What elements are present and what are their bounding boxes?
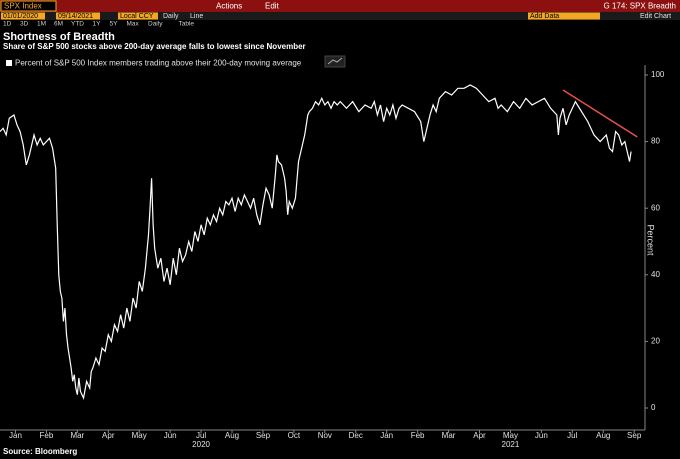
y-tick-label: 0 xyxy=(651,403,656,412)
chart-subtitle: Share of S&P 500 stocks above 200-day av… xyxy=(3,42,306,51)
actions-menu[interactable]: Actions xyxy=(216,2,242,11)
x-tick-label: Aug xyxy=(596,431,610,440)
ticker-box[interactable] xyxy=(0,0,57,12)
x-tick-label: May xyxy=(503,431,518,440)
trend-line xyxy=(562,89,638,138)
x-tick-label: Jun xyxy=(164,431,177,440)
x-tick-label: Nov xyxy=(318,431,332,440)
y-tick-label: 20 xyxy=(651,337,660,346)
x-tick-label: Jul xyxy=(196,431,206,440)
x-tick-label: Apr xyxy=(102,431,115,440)
range-button[interactable]: YTD xyxy=(71,21,84,28)
x-tick-label: Jul xyxy=(567,431,577,440)
range-button[interactable]: 1M xyxy=(37,21,46,28)
series-line xyxy=(0,84,632,400)
x-tick-label: Apr xyxy=(473,431,486,440)
style[interactable]: Line xyxy=(190,13,203,20)
range-button[interactable]: Max xyxy=(127,21,140,28)
currency: Local CCY xyxy=(120,13,154,20)
y-axis-label: Percent xyxy=(646,224,656,256)
x-tick-label: Aug xyxy=(225,431,239,440)
chart-title: Shortness of Breadth xyxy=(3,31,115,43)
range-button[interactable]: 1Y xyxy=(93,21,102,28)
y-tick-label: 60 xyxy=(651,203,660,212)
y-tick-label: 80 xyxy=(651,137,660,146)
end-date: 09/14/2021 xyxy=(58,13,93,20)
legend-swatch[interactable] xyxy=(6,60,12,66)
start-date: 01/01/2020 xyxy=(3,13,38,20)
x-tick-label: Oct xyxy=(288,431,301,440)
x-tick-label: Mar xyxy=(442,431,456,440)
year-label: 2020 xyxy=(192,440,210,449)
y-tick-label: 100 xyxy=(651,70,665,79)
end-date-box[interactable] xyxy=(56,12,100,20)
y-tick-label: 40 xyxy=(651,270,660,279)
source: Source: Bloomberg xyxy=(3,447,77,456)
range-button[interactable]: 1D xyxy=(3,21,12,28)
range-button[interactable]: 3D xyxy=(20,21,29,28)
x-tick-label: May xyxy=(132,431,147,440)
top-bar xyxy=(0,0,680,12)
x-tick-label: Sep xyxy=(256,431,271,440)
frequency[interactable]: Daily xyxy=(163,13,179,20)
page-name: G 174: SPX Breadth xyxy=(604,2,677,11)
x-tick-label: Sep xyxy=(627,431,642,440)
x-tick-label: Jun xyxy=(535,431,548,440)
x-tick-label: Jan xyxy=(9,431,22,440)
x-tick-label: Feb xyxy=(411,431,425,440)
range-button[interactable]: 5Y xyxy=(110,21,119,28)
legend-label: Percent of S&P 500 Index members trading… xyxy=(15,59,302,68)
x-tick-label: Jan xyxy=(380,431,393,440)
ticker: SPX Index xyxy=(4,2,42,11)
range-button[interactable]: 6M xyxy=(54,21,63,28)
range-button[interactable]: Daily xyxy=(148,21,163,28)
x-tick-label: Dec xyxy=(349,431,363,440)
settings-bar xyxy=(0,12,680,20)
year-label: 2021 xyxy=(502,440,520,449)
chart-icon-line xyxy=(327,57,343,65)
edit-menu[interactable]: Edit xyxy=(265,2,280,11)
range-button[interactable]: Table xyxy=(179,21,195,28)
start-date-box[interactable] xyxy=(1,12,45,20)
edit-chart[interactable]: Edit Chart xyxy=(640,13,671,20)
x-tick-label: Feb xyxy=(40,431,54,440)
add-data: Add Data xyxy=(530,13,559,20)
currency-box[interactable] xyxy=(118,12,158,20)
x-tick-label: Mar xyxy=(70,431,84,440)
add-data-box[interactable] xyxy=(528,12,600,20)
